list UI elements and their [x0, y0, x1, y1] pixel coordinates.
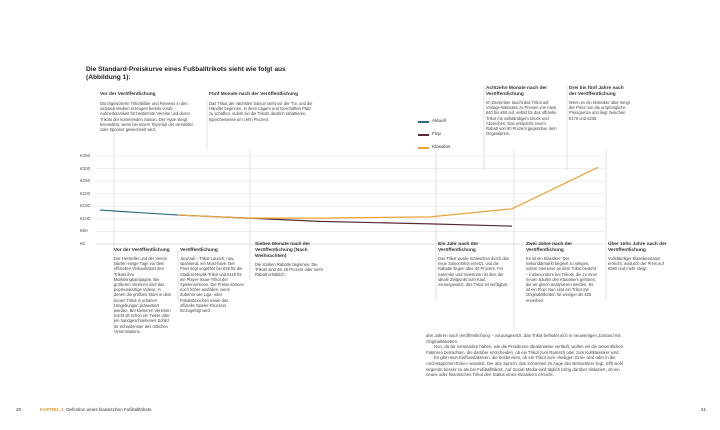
paragraph: Es gibt neun Einflussfaktoren, die besti… [426, 355, 623, 378]
series-line-klassiker [177, 166, 599, 219]
annotation-heading: Drei bis fünf Jahre nach der Veröffentli… [569, 86, 624, 97]
annotation-bottom-1: Vor der Veröffentlichung Der Hersteller … [114, 248, 172, 334]
legend-item-aktuell: Aktuell [418, 118, 468, 126]
annotation-top-3: Achtzehn Monate nach der Veröffentlichun… [486, 86, 558, 136]
legend-item-flop: Flop [418, 131, 468, 139]
annotation-text: Der Hersteller und der Verein starten ei… [114, 256, 172, 334]
annotation-text: Vollständiger Klassikerstatus erreicht, … [608, 256, 664, 272]
legend-swatch [418, 134, 429, 136]
y-tick-label: €50 [80, 228, 88, 234]
chapter-label: KAPITEL 1: Definition eines klassischen … [40, 407, 152, 412]
chapter-title: Definition eines klassischen Fußballtrik… [66, 407, 152, 412]
annotation-heading: Ein Jahr nach der Veröffentlichung [438, 242, 479, 253]
legend-label: Aktuell [432, 118, 446, 123]
paragraph: drei Jahren nach Veröffentlichung – vora… [426, 333, 621, 344]
annotation-text: Wenn es ein Klassiker über-steigt der Pr… [569, 100, 630, 121]
annotation-bottom-2: Veröffentlichung Juni/Juli – Trikot-Laun… [180, 248, 244, 313]
series-line-aktuell [99, 209, 179, 216]
annotation-text: Das Trikot der nächsten Saison steht vor… [209, 101, 313, 122]
legend: Aktuell Flop Klassiker [418, 118, 468, 154]
y-tick-label: €300 [80, 165, 91, 171]
annotation-heading: Sieben Monate nach der Veröffentlichung … [255, 242, 311, 259]
annotation-text: Durchgesickerte Trikotbilder und Reviews… [100, 101, 193, 133]
annotation-heading: Zwei Jahre nach der Veröffentlichung [526, 242, 573, 253]
chapter-number: KAPITEL 1: [40, 407, 65, 412]
annotation-text: Das Trikot wurde inzwischen durch das ne… [438, 256, 509, 288]
annotation-top-2: Fünf Monate nach der Veröffentlichung Da… [209, 92, 315, 122]
paragraph: Nun, da wir verstanden haben, wie die Pr… [426, 344, 624, 355]
annotation-bottom-4: Ein Jahr nach der Veröffentlichung Das T… [438, 242, 510, 287]
y-tick-label: €150 [80, 203, 91, 209]
y-tick-label: €0 [80, 241, 86, 246]
annotation-heading: Vor der Veröffentlichung [114, 248, 170, 253]
annotation-heading: Vor der Veröffentlichung [100, 92, 156, 97]
legend-item-klassiker: Klassiker [418, 144, 468, 152]
annotation-text: Es ist ein Klassiker: Der Sekundärmarkt … [526, 256, 598, 303]
annotation-bottom-6: Über zehn Jahre nach der Veröffentlichun… [608, 242, 668, 272]
annotation-bottom-3: Sieben Monate nach der Veröffentlichung … [255, 242, 327, 278]
annotation-heading: Über zehn Jahre nach der Veröffentlichun… [608, 242, 667, 253]
body-text: drei Jahren nach Veröffentlichung – vora… [426, 333, 630, 378]
annotation-text: Juni/Juli – Trikot-Launch: neu, spannend… [180, 256, 244, 314]
footer: 20 KAPITEL 1: Definition eines klassisch… [0, 407, 720, 419]
y-tick-label: €350 [80, 153, 91, 158]
annotation-heading: Veröffentlichung [180, 248, 218, 253]
annotation-heading: Fünf Monate nach der Veröffentlichung [209, 92, 299, 97]
legend-label: Flop [432, 131, 441, 136]
annotation-heading: Achtzehn Monate nach der Veröffentlichun… [486, 86, 548, 97]
annotation-top-1: Vor der Veröffentlichung Durchgesickerte… [100, 92, 195, 132]
legend-swatch [418, 121, 429, 123]
figure-title: Die Standard-Preiskurve eines Fußballtri… [86, 66, 286, 81]
y-tick-label: €200 [80, 190, 91, 196]
annotation-text: Im Dezember taucht das Trikot auf Vintag… [486, 100, 557, 137]
page-number-left: 20 [16, 407, 22, 412]
annotation-bottom-5: Zwei Jahre nach der Veröffentlichung Es … [526, 242, 598, 303]
annotation-top-4: Drei bis fünf Jahre nach der Veröffentli… [569, 86, 631, 121]
y-tick-label: €100 [80, 215, 91, 221]
legend-label: Klassiker [432, 144, 451, 149]
legend-swatch [418, 147, 429, 149]
page-number-right: 21 [700, 407, 706, 412]
annotation-text: Die starken Rabatte beginnen. Die Trikot… [255, 262, 324, 278]
y-tick-label: €250 [80, 178, 91, 184]
